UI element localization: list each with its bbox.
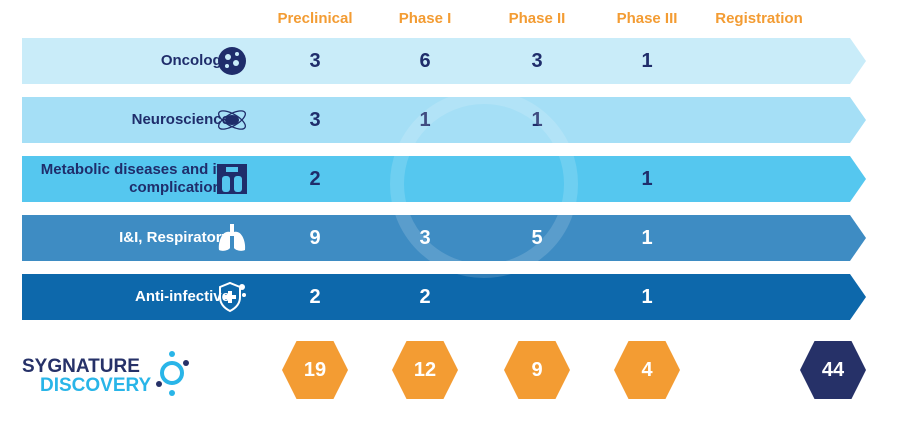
- phase-count: 1: [641, 50, 653, 72]
- phase-count: [739, 38, 779, 84]
- phase-count: 9: [309, 227, 321, 249]
- phase-count: [627, 97, 667, 143]
- phase-total: 12: [392, 341, 458, 399]
- phase-count: 1: [641, 168, 653, 190]
- phase-count: 2: [419, 286, 431, 308]
- logo-line1: SYGNATURE: [22, 356, 140, 377]
- lungs-icon: [218, 224, 246, 251]
- therapy-area-row: Anti-infective 2 2 1: [22, 274, 866, 320]
- therapy-area-label: I&I, Respiratory: [119, 229, 230, 246]
- phase-count: 6: [419, 50, 431, 72]
- logo-mark-icon: [156, 351, 189, 396]
- phase-header: Preclinical: [277, 10, 353, 27]
- phase-header: Phase I: [398, 10, 452, 27]
- therapy-area-label: Anti-infective: [134, 288, 230, 305]
- phase-count: [739, 156, 779, 202]
- therapy-area-label: Metabolic diseases and its complications: [40, 161, 230, 196]
- logo-line2: DISCOVERY: [40, 375, 152, 396]
- phase-count: 1: [641, 286, 653, 308]
- phase-total: 4: [614, 341, 680, 399]
- brain-atom-icon: [218, 110, 246, 130]
- grand-total: 44: [800, 341, 866, 399]
- phase-total: 19: [282, 341, 348, 399]
- phase-count: 3: [309, 109, 321, 131]
- phase-header: Phase III: [616, 10, 678, 27]
- shield-cross-icon: [219, 281, 246, 313]
- phase-total: 9: [504, 341, 570, 399]
- phase-count: 3: [531, 50, 543, 72]
- phase-count: 3: [309, 50, 321, 72]
- phase-count: [517, 274, 557, 320]
- phase-count: 2: [309, 168, 321, 190]
- therapy-area-row: Oncology 3 6 3 1: [22, 38, 866, 84]
- phase-count: 1: [641, 227, 653, 249]
- cells-icon: [218, 47, 246, 75]
- phase-count: [739, 215, 779, 261]
- phase-header: Registration: [715, 10, 803, 27]
- therapy-area-label: Oncology: [160, 52, 230, 69]
- phase-count: 2: [309, 286, 321, 308]
- scale-icon: [217, 164, 247, 194]
- phase-count: [739, 274, 779, 320]
- logo: SYGNATURE DISCOVERY: [22, 351, 189, 396]
- phase-header: Phase II: [508, 10, 566, 27]
- therapy-area-label: Neuroscience: [131, 111, 230, 128]
- phase-count: [739, 97, 779, 143]
